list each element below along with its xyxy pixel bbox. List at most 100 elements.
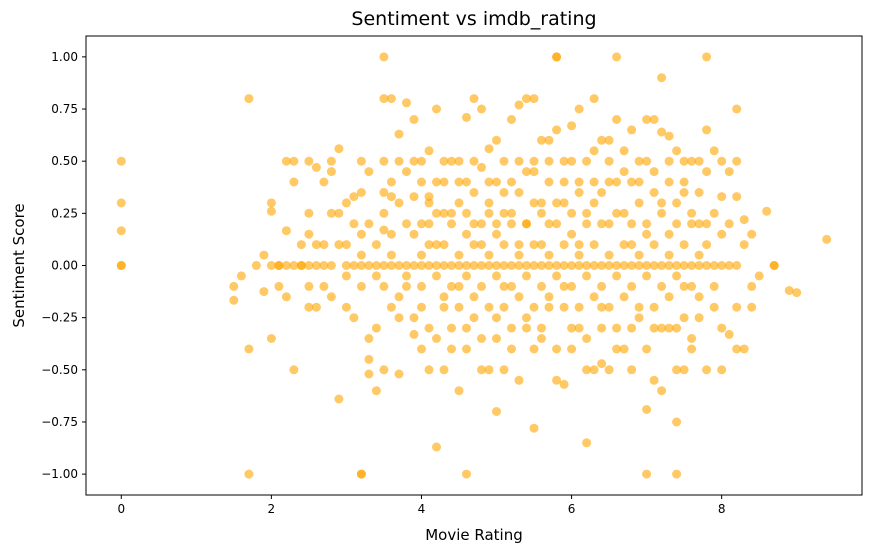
scatter-point xyxy=(694,188,704,197)
scatter-point xyxy=(559,156,569,166)
scatter-point xyxy=(462,261,471,270)
scatter-point xyxy=(619,344,629,354)
scatter-point xyxy=(537,334,546,343)
scatter-point xyxy=(687,334,697,343)
scatter-point xyxy=(522,313,531,323)
scatter-point xyxy=(694,156,704,166)
scatter-point xyxy=(574,323,584,333)
scatter-point xyxy=(484,144,494,154)
scatter-point xyxy=(529,167,539,177)
x-tick-label: 6 xyxy=(568,502,576,516)
scatter-point xyxy=(649,375,659,385)
scatter-point xyxy=(432,104,441,114)
scatter-point xyxy=(702,52,712,62)
scatter-point xyxy=(732,192,742,202)
scatter-point xyxy=(386,261,396,270)
scatter-point xyxy=(386,250,396,260)
scatter-point xyxy=(477,281,486,291)
scatter-point xyxy=(341,240,351,250)
scatter-point xyxy=(567,208,577,218)
scatter-point xyxy=(349,219,359,229)
x-axis: 0 2 4 6 8 xyxy=(117,495,725,516)
scatter-point xyxy=(717,156,727,166)
scatter-point xyxy=(612,271,622,281)
y-tick-label: 0.25 xyxy=(51,206,78,220)
scatter-point xyxy=(642,229,652,239)
scatter-point xyxy=(702,167,712,177)
scatter-point xyxy=(349,313,359,323)
scatter-point xyxy=(544,156,554,166)
scatter-point xyxy=(334,208,344,218)
scatter-point xyxy=(709,302,719,312)
scatter-point xyxy=(649,188,659,197)
scatter-point xyxy=(664,177,674,187)
scatter-point xyxy=(334,240,344,250)
scatter-point xyxy=(304,229,314,239)
scatter-point xyxy=(687,208,697,218)
scatter-point xyxy=(537,135,546,145)
scatter-point xyxy=(582,438,592,448)
scatter-point xyxy=(499,156,509,166)
scatter-point xyxy=(612,261,622,270)
scatter-point xyxy=(717,192,727,202)
scatter-point xyxy=(792,288,802,298)
scatter-point xyxy=(634,156,644,166)
scatter-point xyxy=(529,94,539,104)
scatter-point xyxy=(687,344,697,354)
scatter-point xyxy=(484,250,494,260)
scatter-point xyxy=(356,188,366,197)
scatter-point xyxy=(371,271,381,281)
scatter-point xyxy=(634,198,644,208)
scatter-point xyxy=(499,240,509,250)
scatter-point xyxy=(259,250,269,260)
scatter-point xyxy=(574,104,584,114)
scatter-point xyxy=(619,261,629,270)
scatter-point xyxy=(296,261,306,270)
scatter-point xyxy=(484,198,494,208)
scatter-point xyxy=(589,261,599,270)
scatter-point xyxy=(379,261,389,270)
scatter-point xyxy=(492,229,501,239)
scatter-point xyxy=(597,359,607,369)
y-tick-label: 1.00 xyxy=(51,50,78,64)
scatter-point xyxy=(304,261,314,270)
scatter-point xyxy=(672,469,682,479)
scatter-point xyxy=(116,198,126,208)
scatter-point xyxy=(386,229,396,239)
scatter-point xyxy=(274,261,284,270)
scatter-point xyxy=(679,156,689,166)
scatter-point xyxy=(657,73,667,83)
x-tick-label: 8 xyxy=(718,502,726,516)
scatter-point xyxy=(266,334,276,343)
scatter-point xyxy=(702,125,712,135)
scatter-point xyxy=(447,281,456,291)
scatter-point xyxy=(649,261,659,270)
scatter-point xyxy=(537,240,546,250)
scatter-point xyxy=(462,229,471,239)
scatter-point xyxy=(537,198,546,208)
scatter-point xyxy=(732,344,742,354)
scatter-point xyxy=(627,261,637,270)
scatter-point xyxy=(604,302,614,312)
scatter-point xyxy=(664,250,674,260)
scatter-point xyxy=(529,261,539,270)
scatter-point xyxy=(499,208,509,218)
scatter-point xyxy=(402,98,411,108)
scatter-point xyxy=(454,302,464,312)
scatter-point xyxy=(229,295,239,305)
scatter-point xyxy=(454,281,464,291)
scatter-point xyxy=(386,192,396,202)
scatter-point xyxy=(574,261,584,270)
scatter-point xyxy=(417,219,426,229)
scatter-point xyxy=(597,281,607,291)
scatter-point xyxy=(679,240,689,250)
scatter-point xyxy=(326,292,336,302)
scatter-point xyxy=(492,177,501,187)
scatter-point xyxy=(649,115,659,124)
scatter-point xyxy=(311,302,321,312)
scatter-point xyxy=(612,323,622,333)
scatter-point xyxy=(492,313,501,323)
scatter-point xyxy=(597,188,607,197)
scatter-point xyxy=(469,156,479,166)
